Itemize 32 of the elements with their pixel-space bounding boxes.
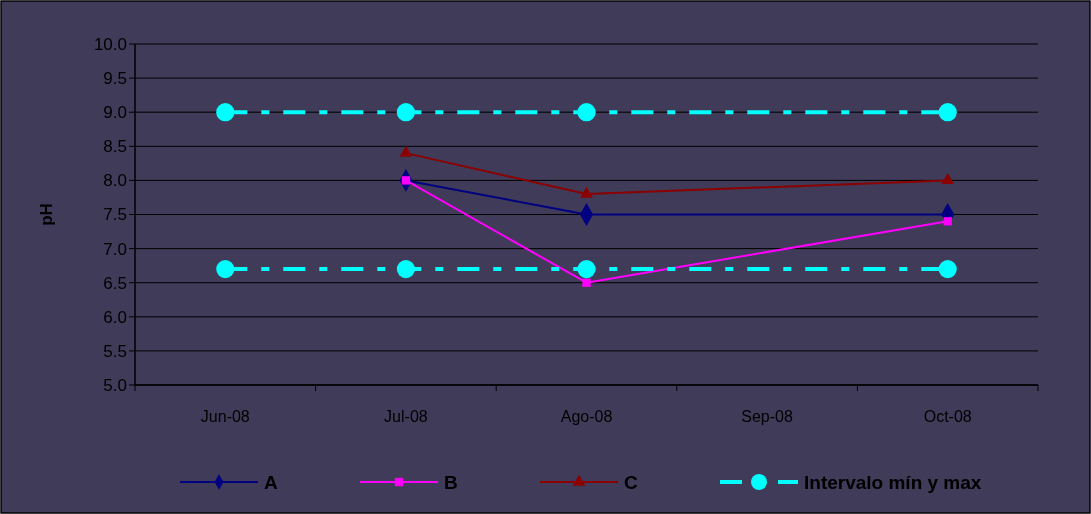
point — [396, 103, 415, 122]
x-tick-label: Jun-08 — [200, 408, 250, 425]
point — [396, 259, 415, 279]
y-tick-label: 5.0 — [103, 375, 127, 395]
point — [938, 103, 957, 122]
y-tick-label: 6.0 — [103, 307, 127, 327]
legend-label: A — [264, 471, 278, 493]
point — [577, 259, 596, 279]
y-tick-label: 7.0 — [103, 239, 127, 259]
legend-label: B — [444, 471, 458, 493]
legend-label: C — [624, 471, 638, 493]
y-tick-label: 7.5 — [103, 205, 127, 225]
y-tick-label: 9.5 — [103, 69, 127, 89]
x-tick-label: Ago-08 — [560, 408, 613, 425]
point — [941, 173, 955, 185]
point — [582, 278, 591, 287]
y-tick-label: 6.5 — [103, 273, 127, 293]
y-tick-label: 5.5 — [103, 341, 127, 361]
y-tick-label: 8.0 — [103, 171, 127, 191]
legend-label: Intervalo mín y max — [804, 471, 982, 493]
y-tick-label: 9.0 — [103, 103, 127, 123]
point — [577, 103, 596, 122]
y-axis-title: pH — [37, 203, 56, 226]
x-tick-label: Jul-08 — [384, 408, 428, 425]
y-tick-label: 10.0 — [93, 34, 127, 54]
y-tick-label: 8.5 — [103, 137, 127, 157]
point — [938, 259, 957, 279]
point — [216, 259, 235, 279]
point — [943, 217, 952, 226]
point — [216, 103, 235, 122]
x-tick-label: Sep-08 — [741, 408, 793, 425]
x-tick-label: Oct-08 — [923, 408, 972, 425]
